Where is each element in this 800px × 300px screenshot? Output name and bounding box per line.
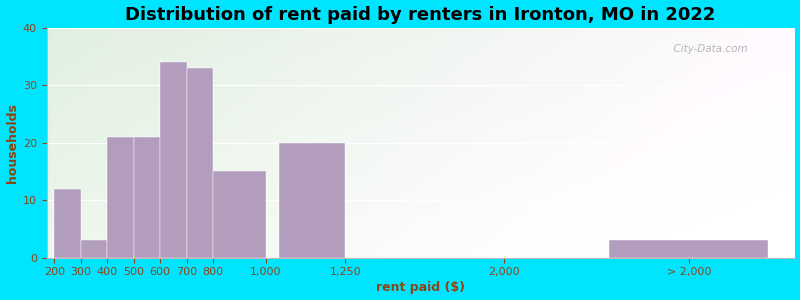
- Bar: [134, 137, 160, 258]
- Bar: [107, 137, 134, 258]
- Bar: [81, 240, 107, 258]
- Bar: [186, 68, 213, 258]
- Bar: [186, 68, 213, 258]
- X-axis label: rent paid ($): rent paid ($): [376, 281, 465, 294]
- Bar: [54, 189, 81, 258]
- Bar: [160, 62, 186, 258]
- Bar: [213, 171, 266, 258]
- Y-axis label: households: households: [6, 103, 18, 183]
- Bar: [107, 137, 134, 258]
- Bar: [279, 143, 345, 258]
- Bar: [279, 143, 345, 258]
- Bar: [54, 189, 81, 258]
- Bar: [610, 240, 768, 258]
- Bar: [81, 240, 107, 258]
- Text: City-Data.com: City-Data.com: [667, 44, 748, 54]
- Bar: [134, 137, 160, 258]
- Bar: [213, 171, 266, 258]
- Bar: [610, 240, 768, 258]
- Title: Distribution of rent paid by renters in Ironton, MO in 2022: Distribution of rent paid by renters in …: [126, 6, 716, 24]
- Bar: [160, 62, 186, 258]
